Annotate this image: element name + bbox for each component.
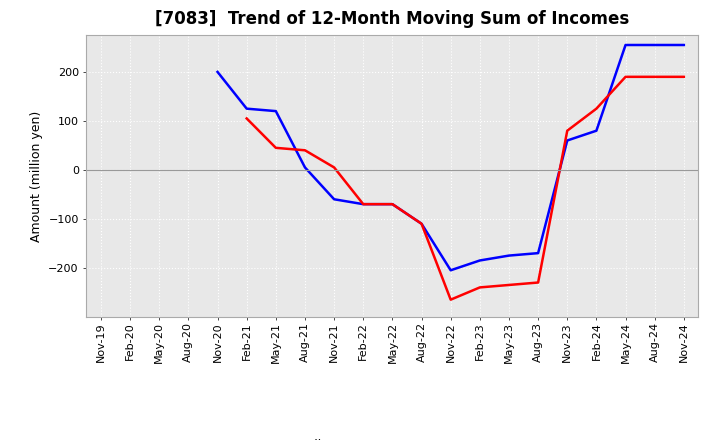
Net Income [446, 297, 455, 302]
Net Income [243, 116, 251, 121]
Ordinary Income [534, 250, 542, 256]
Ordinary Income [446, 268, 455, 273]
Net Income [505, 282, 513, 288]
Ordinary Income [271, 109, 280, 114]
Ordinary Income [359, 202, 368, 207]
Net Income [650, 74, 659, 80]
Ordinary Income [243, 106, 251, 111]
Ordinary Income [592, 128, 600, 133]
Line: Net Income: Net Income [247, 77, 684, 300]
Ordinary Income [505, 253, 513, 258]
Ordinary Income [388, 202, 397, 207]
Net Income [680, 74, 688, 80]
Legend: Ordinary Income, Net Income: Ordinary Income, Net Income [248, 434, 536, 440]
Ordinary Income [621, 42, 630, 48]
Line: Ordinary Income: Ordinary Income [217, 45, 684, 270]
Ordinary Income [417, 221, 426, 227]
Net Income [330, 165, 338, 170]
Ordinary Income [563, 138, 572, 143]
Net Income [417, 221, 426, 227]
Ordinary Income [680, 42, 688, 48]
Y-axis label: Amount (million yen): Amount (million yen) [30, 110, 42, 242]
Net Income [563, 128, 572, 133]
Ordinary Income [475, 258, 484, 263]
Net Income [301, 148, 310, 153]
Title: [7083]  Trend of 12-Month Moving Sum of Incomes: [7083] Trend of 12-Month Moving Sum of I… [156, 10, 629, 28]
Ordinary Income [650, 42, 659, 48]
Net Income [359, 202, 368, 207]
Net Income [475, 285, 484, 290]
Net Income [592, 106, 600, 111]
Net Income [388, 202, 397, 207]
Net Income [271, 145, 280, 150]
Net Income [621, 74, 630, 80]
Net Income [534, 280, 542, 285]
Ordinary Income [301, 165, 310, 170]
Ordinary Income [213, 69, 222, 74]
Ordinary Income [330, 197, 338, 202]
